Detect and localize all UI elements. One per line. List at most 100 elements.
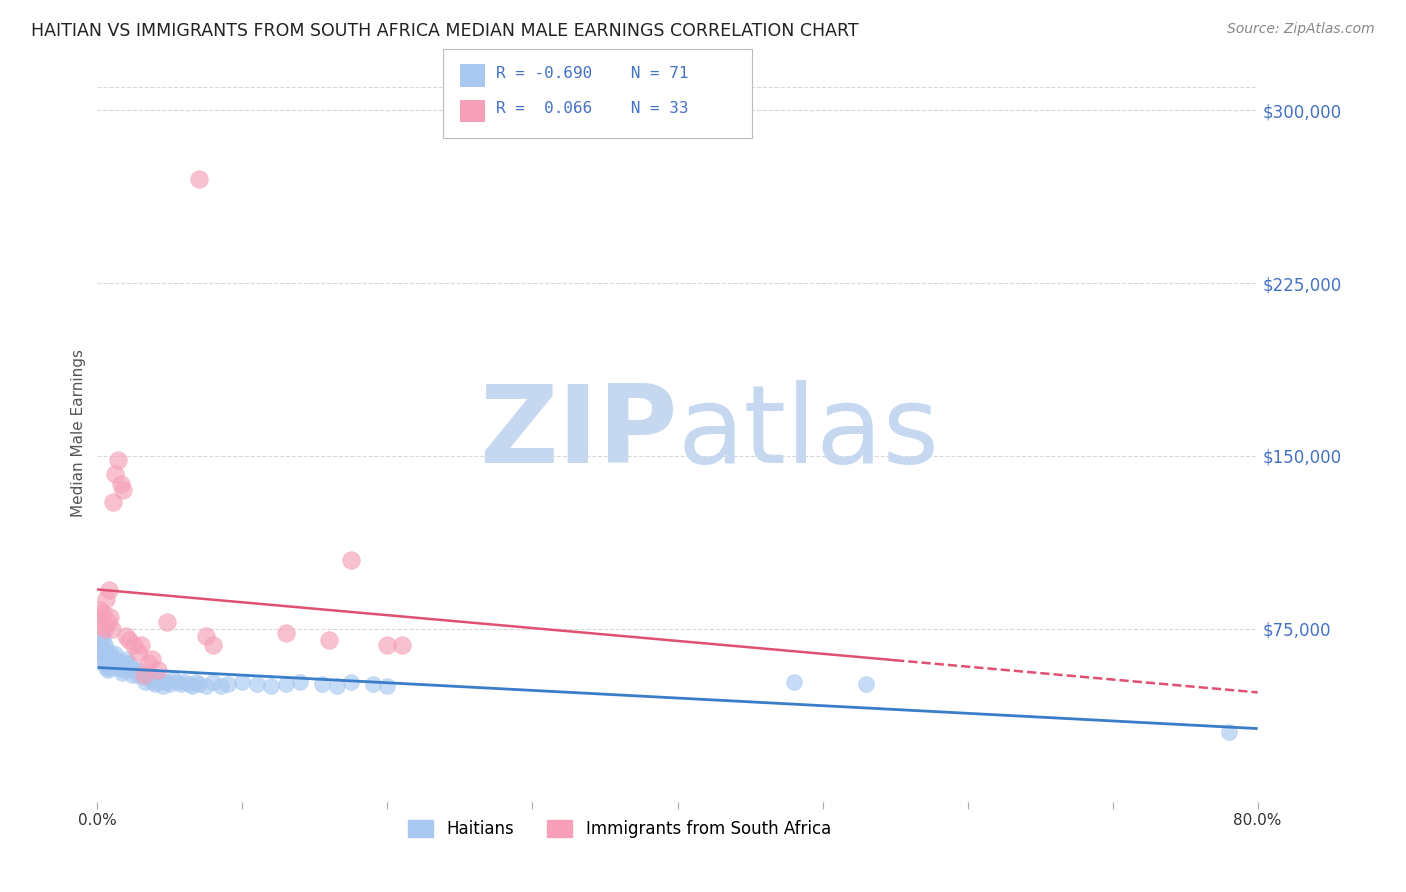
Immigrants from South Africa [156,615,179,629]
Text: R = -0.690    N = 71: R = -0.690 N = 71 [496,66,689,80]
Immigrants from South Africa [100,610,122,624]
Haitians [184,674,207,689]
Immigrants from South Africa [141,651,163,665]
Haitians [91,651,114,665]
Haitians [94,645,117,659]
Immigrants from South Africa [127,645,149,659]
Haitians [149,674,172,689]
Haitians [87,645,110,659]
Immigrants from South Africa [110,476,132,491]
Immigrants from South Africa [107,453,129,467]
Haitians [100,661,122,675]
Haitians [121,668,143,682]
Haitians [93,638,115,652]
Immigrants from South Africa [115,629,138,643]
Haitians [94,661,117,675]
Haitians [340,674,363,689]
Immigrants from South Africa [391,638,413,652]
Haitians [111,665,134,680]
Immigrants from South Africa [132,668,155,682]
Haitians [122,663,145,677]
Haitians [132,670,155,684]
Haitians [96,649,118,664]
Haitians [209,679,232,693]
Haitians [311,677,333,691]
Immigrants from South Africa [97,582,120,597]
Immigrants from South Africa [94,591,117,606]
Haitians [100,645,122,659]
Immigrants from South Africa [202,638,225,652]
Y-axis label: Median Male Earnings: Median Male Earnings [72,349,86,516]
Haitians [274,677,297,691]
Haitians [114,657,136,671]
Immigrants from South Africa [87,610,110,624]
Haitians [127,663,149,677]
Haitians [108,661,131,675]
Haitians [105,651,128,665]
Haitians [145,677,167,691]
Haitians [103,657,125,671]
Immigrants from South Africa [104,467,127,482]
Haitians [89,638,111,652]
Text: atlas: atlas [678,380,939,486]
Haitians [107,657,129,671]
Immigrants from South Africa [122,638,145,652]
Haitians [187,677,209,691]
Haitians [136,670,159,684]
Legend: Haitians, Immigrants from South Africa: Haitians, Immigrants from South Africa [401,814,838,845]
Haitians [148,673,170,687]
Haitians [246,677,269,691]
Haitians [177,677,200,691]
Immigrants from South Africa [90,619,112,633]
Haitians [217,677,239,691]
Haitians [125,668,148,682]
Haitians [90,647,112,661]
Haitians [115,651,138,665]
Haitians [231,674,253,689]
Haitians [290,674,312,689]
Haitians [855,677,877,691]
Immigrants from South Africa [118,633,141,648]
Text: R =  0.066    N = 33: R = 0.066 N = 33 [496,102,689,116]
Haitians [361,677,384,691]
Haitians [325,679,347,693]
Haitians [117,661,139,675]
Haitians [104,647,127,661]
Haitians [118,657,141,671]
Haitians [120,661,142,675]
Haitians [170,677,193,691]
Text: Source: ZipAtlas.com: Source: ZipAtlas.com [1227,22,1375,37]
Immigrants from South Africa [93,622,115,636]
Immigrants from South Africa [274,626,297,640]
Immigrants from South Africa [187,172,209,186]
Haitians [139,673,162,687]
Haitians [112,663,135,677]
Immigrants from South Africa [91,606,114,620]
Haitians [141,674,163,689]
Haitians [377,679,399,693]
Haitians [173,674,195,689]
Immigrants from South Africa [136,657,159,671]
Haitians [93,657,115,671]
Haitians [101,651,124,665]
Haitians [152,679,174,693]
Haitians [97,651,120,665]
Haitians [91,633,114,648]
Haitians [155,674,177,689]
Immigrants from South Africa [103,495,125,509]
Haitians [195,679,218,693]
Haitians [159,677,181,691]
Haitians [134,674,156,689]
Haitians [162,673,184,687]
Haitians [97,657,120,671]
Haitians [202,674,225,689]
Haitians [90,629,112,643]
Text: HAITIAN VS IMMIGRANTS FROM SOUTH AFRICA MEDIAN MALE EARNINGS CORRELATION CHART: HAITIAN VS IMMIGRANTS FROM SOUTH AFRICA … [31,22,859,40]
Immigrants from South Africa [195,629,218,643]
Immigrants from South Africa [318,633,340,648]
Immigrants from South Africa [101,622,124,636]
Immigrants from South Africa [129,638,152,652]
Immigrants from South Africa [112,483,135,498]
Immigrants from South Africa [96,615,118,629]
Haitians [166,674,188,689]
